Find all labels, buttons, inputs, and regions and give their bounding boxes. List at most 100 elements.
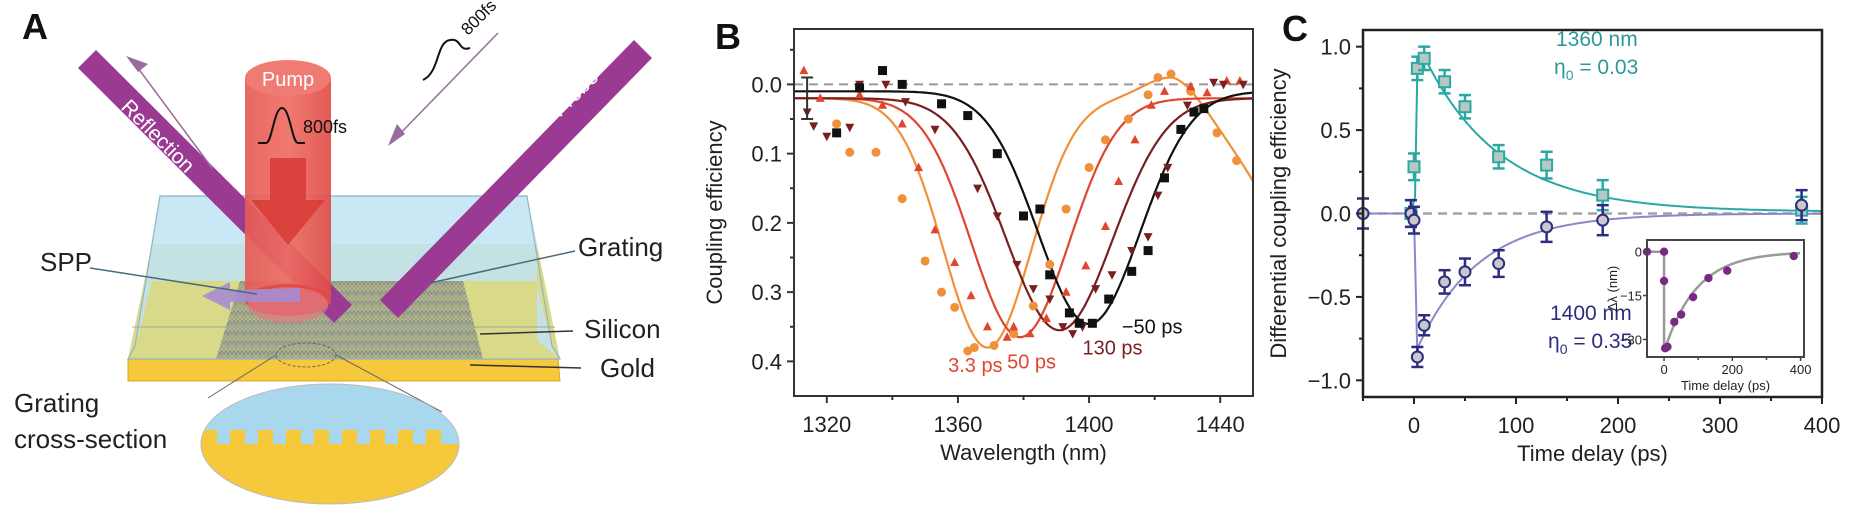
data-marker xyxy=(1417,51,1431,65)
probe-pulse-icon xyxy=(422,38,471,81)
inset-data-point xyxy=(1670,317,1679,327)
annotation-1360nm: 1360 nm xyxy=(1556,28,1638,51)
y-tick-label: 0.0 xyxy=(1320,202,1351,227)
data-point xyxy=(871,147,881,157)
data-point xyxy=(966,290,976,300)
data-point xyxy=(1143,233,1153,242)
data-point-1400nm xyxy=(1596,203,1610,237)
data-point xyxy=(1232,156,1242,166)
data-point xyxy=(969,343,979,353)
data-point xyxy=(914,162,924,172)
grating-label: Grating xyxy=(578,232,663,262)
inset-data-point xyxy=(1659,247,1669,256)
data-point xyxy=(1212,128,1222,138)
data-point xyxy=(1153,191,1163,201)
data-point xyxy=(1061,287,1071,296)
x-axis-label: Time delay (ps) xyxy=(1517,441,1668,466)
panel-a-letter: A xyxy=(22,6,48,47)
data-point xyxy=(1159,173,1169,183)
data-point xyxy=(930,125,940,135)
reflection-arrow-icon xyxy=(126,56,148,72)
data-point-1360nm xyxy=(1458,93,1472,120)
data-point-1400nm xyxy=(1458,257,1472,287)
data-point xyxy=(1058,323,1068,332)
data-point xyxy=(1159,86,1169,95)
inset-data-point xyxy=(1663,342,1672,351)
data-marker xyxy=(1458,265,1472,279)
data-point xyxy=(1153,72,1163,82)
data-point xyxy=(1146,100,1156,109)
data-point xyxy=(1064,308,1074,318)
data-point xyxy=(1091,285,1101,294)
x-tick-label: 1400 xyxy=(1065,412,1114,437)
gold-layer xyxy=(127,358,561,382)
data-point xyxy=(1238,80,1248,90)
data-point xyxy=(963,111,973,121)
inset-frame xyxy=(1646,239,1805,358)
y-tick-label: 0.2 xyxy=(751,211,782,236)
panel-b-letter: B xyxy=(715,16,741,57)
data-point xyxy=(809,122,819,131)
data-point xyxy=(832,128,842,138)
data-point xyxy=(1028,285,1038,294)
data-point-1360nm xyxy=(1407,152,1421,182)
data-point xyxy=(881,80,891,90)
inset-data-point xyxy=(1659,276,1669,286)
data-point-1400nm xyxy=(1407,205,1421,235)
y-tick-label: 0.3 xyxy=(751,280,782,305)
inset-data-point xyxy=(1676,310,1686,319)
cross-section-label-line1: Grating xyxy=(14,388,99,418)
inset-x-tick-label: 0 xyxy=(1660,362,1667,377)
data-point xyxy=(855,89,865,99)
y-tick-label: −0.5 xyxy=(1308,285,1351,310)
data-point xyxy=(1074,318,1084,328)
data-point-1360nm xyxy=(1492,143,1506,170)
data-point-1400nm xyxy=(1540,210,1554,244)
data-point xyxy=(992,212,1002,221)
y-tick-label: 1.0 xyxy=(1320,35,1351,60)
data-marker xyxy=(1458,100,1472,114)
data-marker xyxy=(1596,188,1610,202)
data-marker xyxy=(1596,213,1610,227)
data-point xyxy=(1182,101,1192,111)
data-point xyxy=(1186,81,1196,91)
x-tick-label: 200 xyxy=(1600,413,1637,438)
data-point-1360nm xyxy=(1410,55,1424,82)
data-point xyxy=(878,66,888,76)
data-point xyxy=(950,302,960,312)
data-point xyxy=(897,79,907,89)
data-marker xyxy=(1410,350,1424,364)
x-tick-label: 1440 xyxy=(1196,412,1245,437)
data-point xyxy=(1127,246,1137,256)
y-axis-label: Differential coupling efficiency xyxy=(1266,68,1291,358)
data-point xyxy=(937,287,947,297)
data-point xyxy=(1045,270,1055,280)
inset-fit-line xyxy=(1647,250,1801,350)
pump-label: Pump xyxy=(262,69,314,91)
data-point xyxy=(1035,204,1045,214)
data-point xyxy=(900,98,910,107)
x-tick-label: 1360 xyxy=(933,412,982,437)
data-point xyxy=(1081,260,1091,270)
x-tick-label: 400 xyxy=(1804,413,1841,438)
inset-data-point xyxy=(1688,292,1698,302)
x-axis-label: Wavelength (nm) xyxy=(940,440,1107,465)
data-point xyxy=(878,100,888,109)
representative-error-bar xyxy=(801,76,814,121)
pump-down-arrow-icon xyxy=(251,158,325,245)
data-point xyxy=(845,147,855,157)
data-point xyxy=(930,224,940,234)
data-marker xyxy=(1540,220,1554,234)
data-point xyxy=(1163,163,1173,173)
inset-y-tick-label: −30 xyxy=(1620,332,1642,347)
x-tick-label: 300 xyxy=(1702,413,1739,438)
data-point xyxy=(832,119,842,129)
data-point xyxy=(1202,87,1212,97)
data-point xyxy=(1019,211,1028,221)
data-point xyxy=(950,257,960,266)
data-point-1360nm xyxy=(1417,45,1431,72)
data-point-1360nm xyxy=(1438,68,1452,95)
data-point xyxy=(989,340,999,350)
data-point xyxy=(1084,162,1094,172)
data-point xyxy=(1127,266,1137,276)
